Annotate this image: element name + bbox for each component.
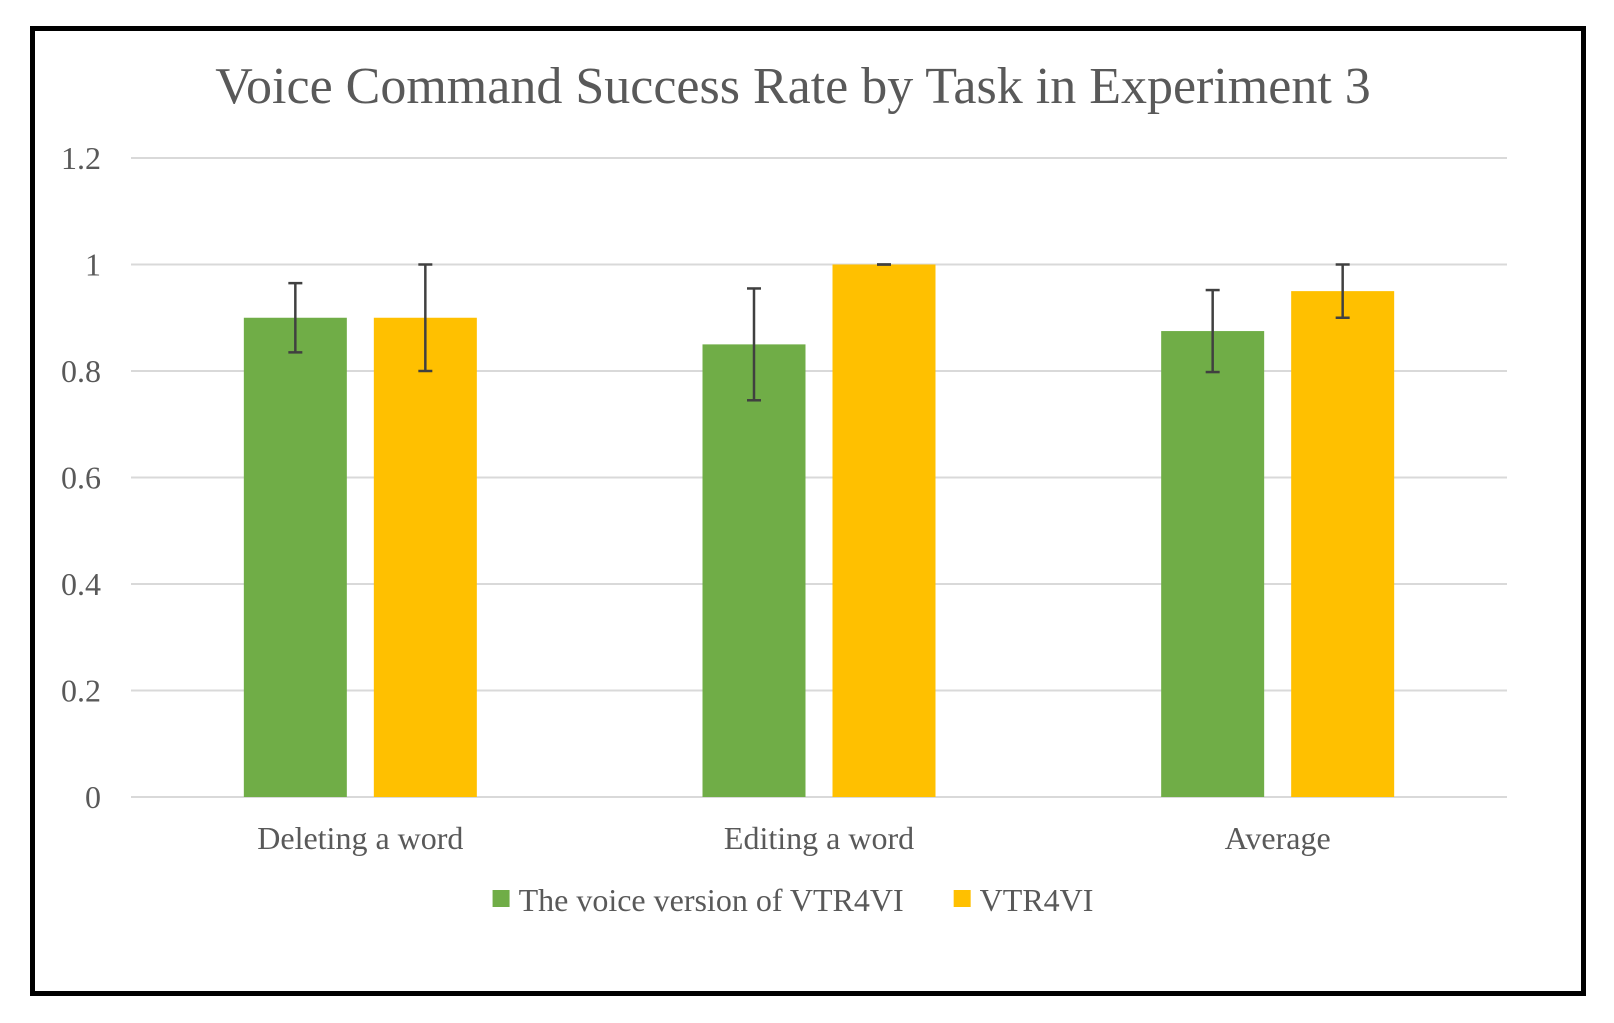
- bar: [243, 317, 347, 797]
- bar: [702, 344, 806, 797]
- bar-chart: Voice Command Success Rate by Task in Ex…: [61, 58, 1507, 918]
- chart-title: Voice Command Success Rate by Task in Ex…: [215, 58, 1371, 115]
- legend-label: VTR4VI: [980, 882, 1094, 918]
- y-tick-label: 0.2: [61, 673, 101, 709]
- y-tick-label: 0: [85, 779, 101, 815]
- error-bars: [288, 263, 1350, 402]
- y-tick-label: 0.4: [61, 566, 101, 602]
- y-tick-label: 0.6: [61, 460, 101, 496]
- bar: [1161, 331, 1265, 797]
- x-category-label: Average: [1225, 820, 1331, 856]
- gridlines: [131, 157, 1507, 798]
- bars: [243, 264, 1395, 797]
- x-category-label: Deleting a word: [257, 820, 463, 856]
- legend: The voice version of VTR4VI VTR4VI: [492, 882, 1094, 918]
- legend-swatch: [492, 890, 510, 907]
- chart-frame: Voice Command Success Rate by Task in Ex…: [30, 26, 1586, 996]
- bar: [373, 317, 477, 797]
- legend-label: The voice version of VTR4VI: [519, 882, 904, 918]
- bar: [1291, 291, 1395, 797]
- y-tick-label: 1: [85, 247, 101, 283]
- y-tick-label: 1.2: [61, 140, 101, 176]
- y-tick-label: 0.8: [61, 353, 101, 389]
- x-axis-categories: Deleting a word Editing a word Average: [257, 820, 1330, 856]
- y-axis-ticks: 0 0.2 0.4 0.6 0.8 1 1.2: [61, 140, 101, 815]
- legend-swatch: [953, 890, 971, 907]
- bar: [832, 264, 936, 797]
- x-category-label: Editing a word: [724, 820, 914, 856]
